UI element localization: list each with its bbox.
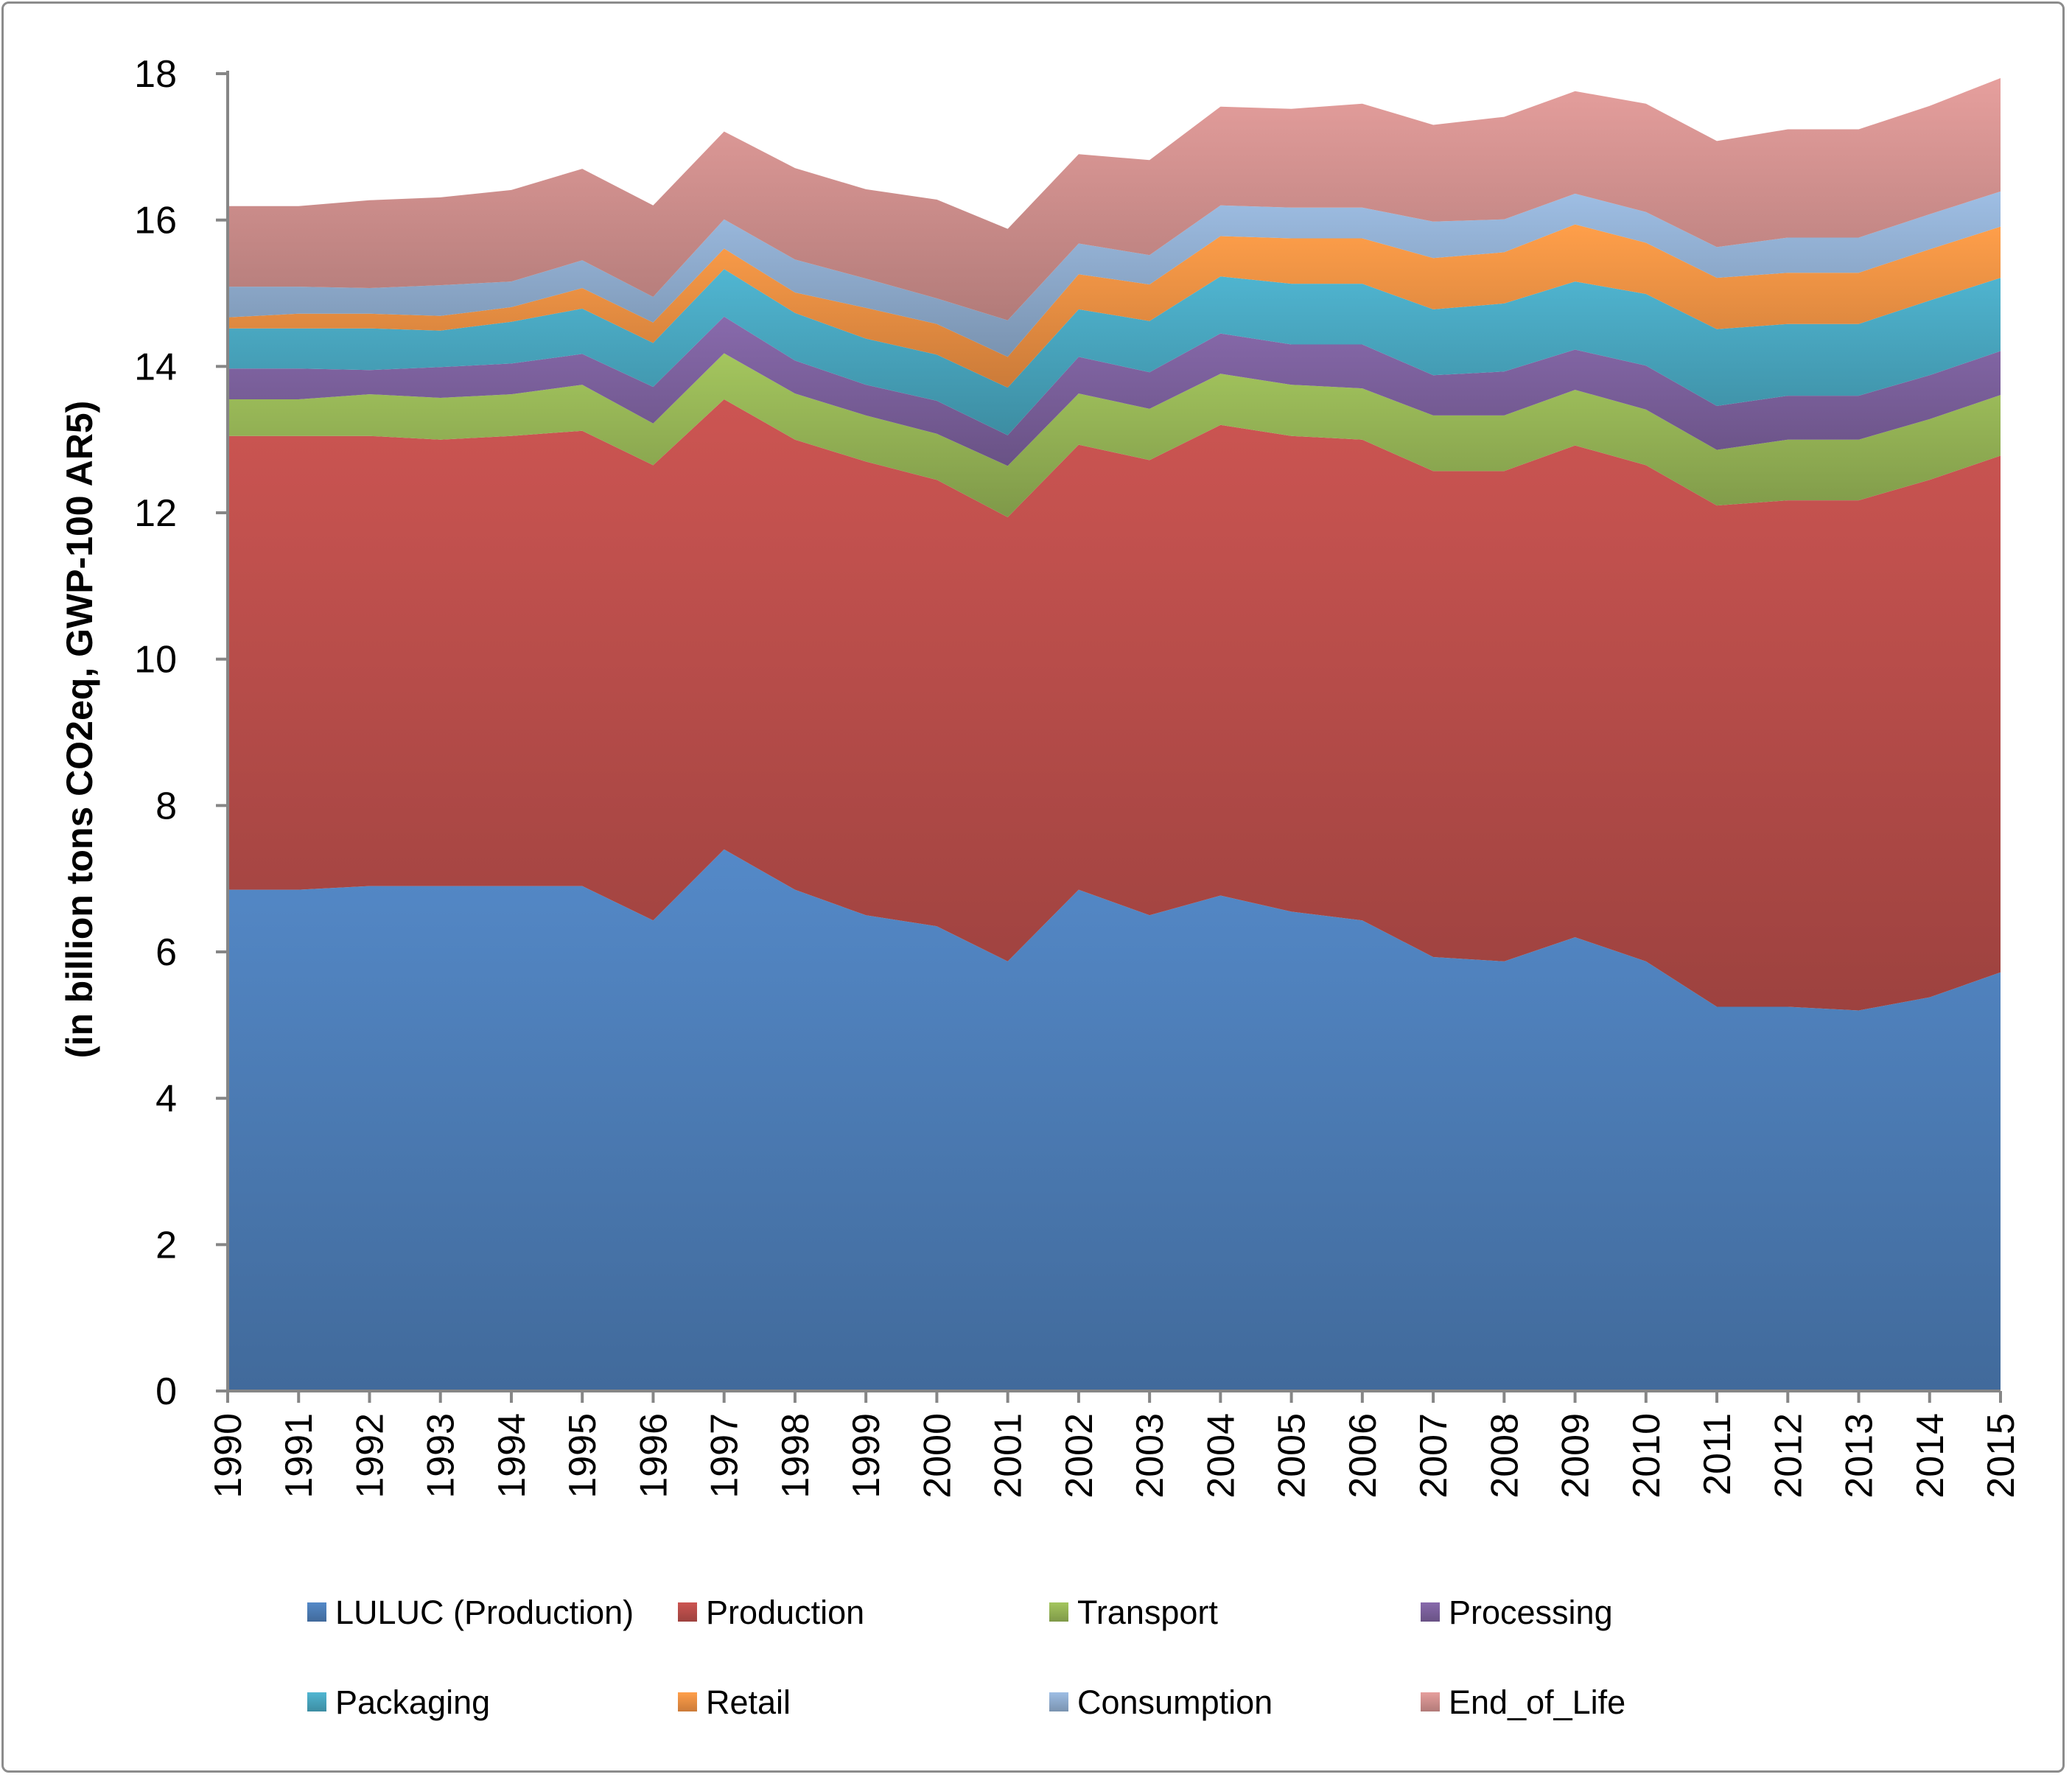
- legend-label: Production: [706, 1594, 864, 1631]
- y-tick-label: 0: [155, 1370, 177, 1413]
- x-tick-label: 2014: [1909, 1413, 1952, 1499]
- legend-label: Packaging: [335, 1683, 490, 1721]
- x-tick-label: 2015: [1980, 1413, 2023, 1499]
- legend-swatch: [307, 1602, 326, 1622]
- x-tick-label: 2008: [1483, 1413, 1526, 1499]
- legend-item-consumption: Consumption: [1049, 1683, 1273, 1721]
- x-tick-label: 2011: [1696, 1413, 1739, 1496]
- legend-label: LULUC (Production): [335, 1594, 634, 1631]
- legend-item-processing: Processing: [1421, 1594, 1613, 1631]
- area-processing: [228, 316, 2001, 466]
- x-tick-label: 2001: [987, 1413, 1030, 1499]
- y-tick-label: 4: [155, 1078, 177, 1121]
- area-end-of-life: [228, 78, 2001, 320]
- y-tick-label: 18: [134, 53, 177, 96]
- x-tick-label: 1992: [349, 1413, 391, 1499]
- x-tick-label: 1997: [704, 1413, 746, 1499]
- area-layer: [228, 78, 2001, 1391]
- x-tick-label: 1993: [420, 1413, 463, 1499]
- x-tick-label: 1991: [278, 1413, 321, 1499]
- legend-item-retail: Retail: [678, 1683, 791, 1721]
- legend-item-transport: Transport: [1049, 1594, 1218, 1631]
- axis-layer: 0 2 4 6 8 10 12 14 16 18 1990 1991 1992 1993 1994 1995 1…: [134, 53, 2023, 1499]
- x-tick-label: 2002: [1058, 1413, 1101, 1499]
- area-production: [228, 399, 2001, 1011]
- legend-item-packaging: Packaging: [307, 1683, 490, 1721]
- legend: LULUC (Production) Production Transport Pro…: [307, 1594, 1625, 1721]
- legend-swatch: [307, 1692, 326, 1711]
- legend-label: Consumption: [1077, 1683, 1273, 1721]
- x-tick-label: 1996: [632, 1413, 675, 1499]
- y-tick-label: 10: [134, 639, 177, 681]
- legend-swatch: [1049, 1692, 1068, 1711]
- x-tick-label: 1990: [207, 1413, 250, 1499]
- y-tick-label: 14: [134, 346, 177, 388]
- legend-label: Transport: [1077, 1594, 1218, 1631]
- x-tick-label: 2003: [1129, 1413, 1172, 1499]
- x-tick-label: 2005: [1271, 1413, 1314, 1499]
- legend-label: Retail: [706, 1683, 791, 1721]
- legend-swatch: [678, 1692, 697, 1711]
- legend-swatch: [1049, 1602, 1068, 1622]
- x-tick-label: 2010: [1625, 1413, 1668, 1499]
- x-tick-label: 2000: [916, 1413, 959, 1499]
- legend-swatch: [678, 1602, 697, 1622]
- x-tick-label: 1998: [774, 1413, 817, 1499]
- y-tick-label: 12: [134, 492, 177, 535]
- legend-label: End_of_Life: [1449, 1683, 1625, 1721]
- area-retail: [228, 224, 2001, 388]
- y-tick-label: 2: [155, 1224, 177, 1266]
- area-transport: [228, 353, 2001, 517]
- x-tick-label: 2004: [1200, 1413, 1242, 1499]
- legend-swatch: [1421, 1692, 1440, 1711]
- legend-item-end-of-life: End_of_Life: [1421, 1683, 1625, 1721]
- y-tick-label: 8: [155, 785, 177, 827]
- x-tick-label: 2007: [1413, 1413, 1455, 1499]
- legend-label: Processing: [1449, 1594, 1613, 1631]
- x-tick-label: 1999: [845, 1413, 888, 1499]
- y-tick-label: 16: [134, 200, 177, 242]
- area-consumption: [228, 191, 2001, 357]
- x-tick-label: 2013: [1838, 1413, 1881, 1499]
- y-tick-label: 6: [155, 931, 177, 974]
- x-tick-label: 2012: [1767, 1413, 1810, 1499]
- legend-swatch: [1421, 1602, 1440, 1622]
- x-tick-label: 1995: [561, 1413, 604, 1499]
- area-luluc-production: [228, 849, 2001, 1391]
- area-packaging: [228, 269, 2001, 435]
- x-tick-label: 2009: [1555, 1413, 1597, 1499]
- legend-item-production: Production: [678, 1594, 864, 1631]
- x-tick-label: 1994: [491, 1413, 533, 1499]
- y-axis-title: (in billion tons CO2eq, GWP-100 AR5): [59, 401, 100, 1059]
- legend-item-luluc-production: LULUC (Production): [307, 1594, 634, 1631]
- x-tick-label: 2006: [1342, 1413, 1385, 1499]
